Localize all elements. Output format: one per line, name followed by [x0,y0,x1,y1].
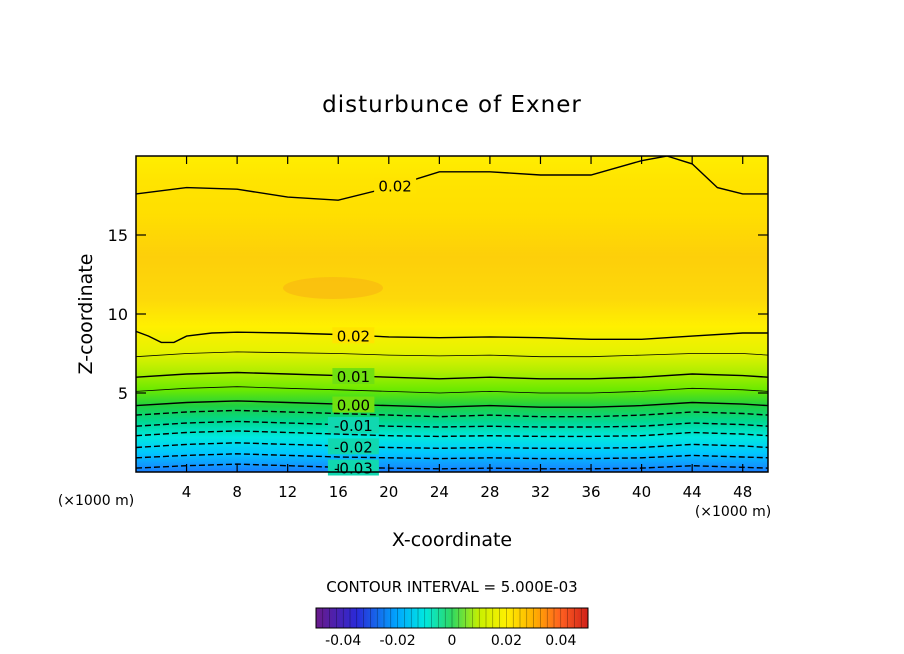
y-axis-label: Z-coordinate [75,254,97,375]
x-tick-label: 4 [182,483,192,501]
x-tick-label: 44 [683,483,702,501]
contour-label: -0.01 [334,417,373,435]
contour-line [136,420,768,428]
contour-line [136,430,768,438]
filled-field [136,156,768,472]
contour-line [136,371,768,380]
contour-labels: 0.02 0.02 0.01 0.00 -0.01 -0.02 -0.03 [327,177,417,477]
y-axis: 5 10 15 [108,226,768,403]
colorbar-frame [315,607,589,629]
x-tick-label: 12 [278,483,297,501]
pressure-maximum-blob [283,277,383,299]
x-tick-label: 48 [733,483,752,501]
contour-label: 0.01 [337,368,370,386]
x-tick-label: 28 [480,483,499,501]
x-tick-label: 32 [531,483,550,501]
contour-label: 0.02 [378,178,411,196]
contour-line [136,453,768,460]
contour-lines [136,156,768,470]
colorbar-tick-label: -0.04 [325,633,361,649]
x-axis-unit-right: (×1000 m) [695,504,771,520]
contour-line [136,400,768,408]
contour-label-bg [332,368,375,385]
colorbar-tick-label: 0.02 [491,633,522,649]
colorbar-tick-label: 0 [448,633,457,649]
contour-line [136,351,768,358]
x-axis: 4 8 12 16 20 24 28 32 36 40 44 48 [182,156,752,501]
colorbar-tick-label: 0.04 [545,633,576,649]
contour-label-bg [327,438,379,455]
contour-label-bg [327,417,379,434]
contour-label: 0.00 [337,397,370,415]
chart-title: disturbunce of Exner [322,92,582,118]
x-tick-label: 36 [581,483,600,501]
contour-line [136,156,768,201]
contour-label: -0.02 [334,438,373,456]
y-tick-label: 10 [108,305,128,324]
x-axis-unit-left: (×1000 m) [58,493,134,509]
y-tick-label: 5 [118,384,128,403]
contour-line [136,442,768,450]
contour-line [136,463,768,470]
contour-label: 0.02 [337,327,370,345]
x-tick-label: 16 [329,483,348,501]
plot-area: 0.02 0.02 0.01 0.00 -0.01 -0.02 -0.03 [135,155,769,477]
contour-label-bg [332,396,375,413]
contour-label-bg [332,327,375,344]
contour-line [136,386,768,394]
x-axis-label: X-coordinate [392,529,512,551]
colorbar-stripes [322,608,582,628]
x-tick-label: 8 [232,483,242,501]
x-tick-label: 40 [632,483,651,501]
colorbar: -0.04 -0.02 0 0.02 0.04 [315,607,589,649]
colorbar-ticks: -0.04 -0.02 0 0.02 0.04 [325,633,576,649]
x-tick-label: 20 [379,483,398,501]
contour-interval-text: CONTOUR INTERVAL = 5.000E-03 [326,578,577,596]
y-tick-label: 15 [108,226,128,245]
contour-label-bg [374,177,417,194]
x-tick-label: 24 [430,483,449,501]
colorbar-tick-label: -0.02 [379,633,415,649]
contour-label: -0.03 [334,459,373,477]
contour-line [136,409,768,418]
